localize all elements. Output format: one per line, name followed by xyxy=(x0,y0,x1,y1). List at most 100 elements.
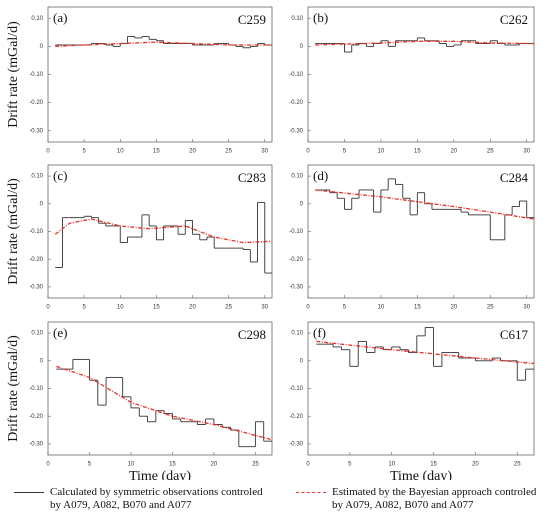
legend-label: Estimated by the Bayesian approach contr… xyxy=(332,486,537,511)
y-tick-label: -0.20 xyxy=(29,100,43,106)
panel-label: (a) xyxy=(53,10,67,25)
y-tick-label: -0.20 xyxy=(289,257,303,263)
x-tick-label: 5 xyxy=(82,149,86,155)
x-tick-label: 20 xyxy=(189,149,196,155)
y-tick-label: 0 xyxy=(300,44,304,50)
panel-title: C259 xyxy=(238,12,266,27)
y-tick-label: 0.10 xyxy=(291,174,303,180)
x-tick-label: 25 xyxy=(514,462,521,468)
x-tick-label: 25 xyxy=(487,149,494,155)
y-tick-label: -0.10 xyxy=(289,229,303,235)
x-tick-label: 15 xyxy=(430,462,437,468)
estimate-line xyxy=(315,189,535,220)
x-tick-label: 5 xyxy=(88,462,92,468)
legend-entry: Calculated by symmetric observations con… xyxy=(14,486,264,512)
x-tick-label: 10 xyxy=(128,462,135,468)
y-tick-label: 0 xyxy=(300,358,304,364)
y-tick-label: -0.10 xyxy=(289,72,303,78)
y-tick-label: -0.30 xyxy=(29,441,43,447)
y-tick-label: -0.30 xyxy=(289,128,303,134)
x-axis-title: Time (day) xyxy=(129,469,191,480)
x-tick-label: 10 xyxy=(378,305,385,311)
plot-frame xyxy=(47,321,273,456)
y-tick-label: -0.20 xyxy=(29,414,43,420)
x-tick-label: 10 xyxy=(117,149,124,155)
y-tick-label: -0.30 xyxy=(289,284,303,290)
panel-label: (b) xyxy=(313,10,328,25)
chart: 0.10 0 -0.10 -0.20 -0.30 0 5 10 15 20 25 30 (a) C259 D… xyxy=(6,6,535,480)
y-tick-label: -0.10 xyxy=(29,229,43,235)
panel-title: C617 xyxy=(500,327,529,342)
x-tick-label: 0 xyxy=(46,149,50,155)
x-tick-label: 15 xyxy=(153,305,160,311)
plot-frame xyxy=(307,6,535,143)
x-tick-label: 0 xyxy=(306,462,310,468)
x-tick-label: 0 xyxy=(46,462,50,468)
legend-entry: Estimated by the Bayesian approach contr… xyxy=(296,486,546,512)
x-tick-label: 30 xyxy=(261,305,268,311)
x-tick-label: 15 xyxy=(414,149,421,155)
y-tick-label: 0 xyxy=(40,358,44,364)
x-tick-label: 25 xyxy=(225,305,232,311)
estimate-line xyxy=(54,218,273,244)
x-tick-label: 10 xyxy=(388,462,395,468)
x-tick-label: 25 xyxy=(487,305,494,311)
x-axis-title: Time (day) xyxy=(390,469,452,480)
plot-frame xyxy=(307,321,535,456)
x-tick-label: 25 xyxy=(225,149,232,155)
estimate-line xyxy=(315,40,535,46)
y-tick-label: 0.10 xyxy=(291,16,303,22)
x-tick-label: 0 xyxy=(306,305,310,311)
x-tick-label: 0 xyxy=(46,305,50,311)
x-tick-label: 15 xyxy=(153,149,160,155)
panel-label: (e) xyxy=(53,325,67,340)
y-tick-label: 0 xyxy=(40,201,44,207)
plot-frame xyxy=(47,164,273,299)
x-tick-label: 20 xyxy=(472,462,479,468)
panel-label: (f) xyxy=(313,325,326,340)
panel-label: (d) xyxy=(313,168,328,183)
y-tick-label: -0.10 xyxy=(289,386,303,392)
x-tick-label: 20 xyxy=(211,462,218,468)
y-tick-label: 0 xyxy=(300,201,304,207)
x-tick-label: 20 xyxy=(450,305,457,311)
x-tick-label: 5 xyxy=(82,305,86,311)
x-tick-label: 30 xyxy=(523,305,530,311)
y-tick-label: -0.10 xyxy=(29,72,43,78)
x-tick-label: 10 xyxy=(117,305,124,311)
x-tick-label: 25 xyxy=(252,462,259,468)
y-tick-label: -0.20 xyxy=(29,257,43,263)
y-tick-label: -0.30 xyxy=(29,284,43,290)
legend-swatch xyxy=(296,492,326,493)
x-tick-label: 30 xyxy=(261,149,268,155)
x-tick-label: 5 xyxy=(343,305,347,311)
panel-title: C284 xyxy=(500,170,529,185)
x-tick-label: 0 xyxy=(306,149,310,155)
legend-label: Calculated by symmetric observations con… xyxy=(50,486,263,511)
estimate-line xyxy=(55,41,272,48)
panel-title: C262 xyxy=(500,12,528,27)
x-tick-label: 20 xyxy=(189,305,196,311)
y-tick-label: 0.10 xyxy=(291,331,303,337)
y-tick-label: 0.10 xyxy=(31,174,43,180)
y-axis-title: Drift rate (mGal/d) xyxy=(6,21,21,128)
x-tick-label: 5 xyxy=(343,149,347,155)
y-axis-title: Drift rate (mGal/d) xyxy=(6,335,21,442)
estimate-line xyxy=(316,340,535,365)
y-tick-label: -0.20 xyxy=(289,100,303,106)
y-tick-label: -0.30 xyxy=(29,128,43,134)
panel-title: C298 xyxy=(238,327,266,342)
y-tick-label: -0.10 xyxy=(29,386,43,392)
y-tick-label: -0.20 xyxy=(289,414,303,420)
y-tick-label: 0 xyxy=(40,44,44,50)
y-axis-title: Drift rate (mGal/d) xyxy=(6,178,21,285)
plot-frame xyxy=(47,6,273,143)
x-tick-label: 10 xyxy=(378,149,385,155)
legend-swatch xyxy=(14,492,44,493)
x-tick-label: 15 xyxy=(169,462,176,468)
panel-title: C283 xyxy=(238,170,266,185)
x-tick-label: 20 xyxy=(450,149,457,155)
plot-frame xyxy=(307,164,535,299)
estimate-line xyxy=(56,365,273,441)
